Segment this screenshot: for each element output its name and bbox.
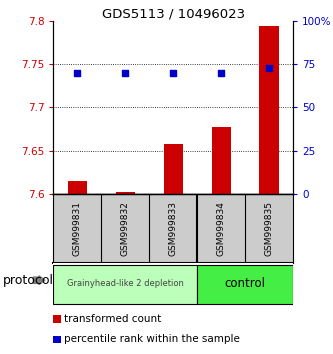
Point — [266, 65, 272, 71]
Text: GSM999834: GSM999834 — [216, 201, 226, 256]
Point — [75, 70, 80, 76]
Title: GDS5113 / 10496023: GDS5113 / 10496023 — [102, 7, 245, 20]
Text: GSM999833: GSM999833 — [168, 201, 178, 256]
Text: GSM999835: GSM999835 — [264, 201, 274, 256]
Text: Grainyhead-like 2 depletion: Grainyhead-like 2 depletion — [67, 279, 183, 288]
Text: percentile rank within the sample: percentile rank within the sample — [64, 335, 240, 344]
Bar — [211, 127, 231, 194]
Bar — [197, 265, 293, 304]
Bar — [164, 144, 183, 194]
Text: GSM999832: GSM999832 — [121, 201, 130, 256]
Bar — [53, 265, 197, 304]
Text: transformed count: transformed count — [64, 314, 161, 324]
Point — [170, 70, 176, 76]
Point — [218, 70, 224, 76]
Text: GSM999831: GSM999831 — [73, 201, 82, 256]
Bar — [68, 181, 87, 194]
Text: control: control — [224, 277, 266, 290]
Text: protocol: protocol — [3, 274, 54, 287]
Bar — [116, 192, 135, 194]
Bar — [259, 25, 279, 194]
Point — [123, 70, 128, 76]
